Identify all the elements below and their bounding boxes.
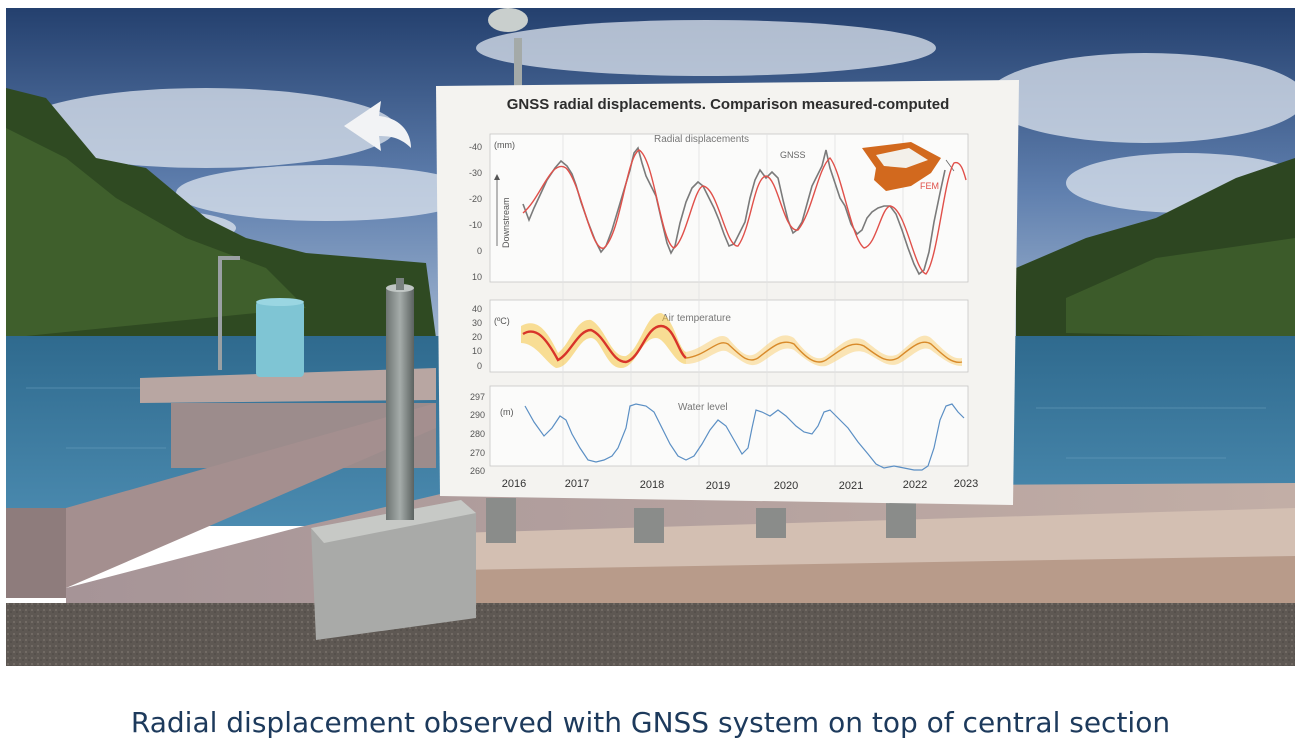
- disp-tick: -30: [469, 168, 482, 178]
- gravel-ground: [6, 603, 1295, 666]
- disp-tick: -20: [469, 194, 482, 204]
- water-unit: (m): [500, 407, 514, 417]
- dam-crest-walkway: [6, 403, 1295, 638]
- display-board: GNSS radial displacements. Comparison me…: [436, 80, 1019, 505]
- dam-model-icon: [862, 142, 955, 191]
- temperature-band-recent: [686, 335, 962, 367]
- x-tick: 2016: [502, 478, 526, 490]
- gnss-antenna-pole: [311, 278, 476, 640]
- water-tick: 260: [470, 466, 485, 476]
- x-tick: 2023: [954, 478, 978, 490]
- fem-series: [522, 149, 967, 275]
- disp-tick: -40: [469, 142, 482, 152]
- water-level-series: [524, 403, 965, 471]
- displacement-unit: (mm): [494, 140, 515, 150]
- disp-tick: 10: [472, 272, 482, 282]
- board-title: GNSS radial displacements. Comparison me…: [507, 96, 950, 113]
- disp-tick: -10: [469, 220, 482, 230]
- water-tick: 290: [470, 410, 485, 420]
- figure-caption: Radial displacement observed with GNSS s…: [130, 706, 1171, 739]
- lamp-post: [218, 260, 222, 370]
- board-supports: [486, 498, 916, 543]
- temp-tick: 40: [472, 304, 482, 314]
- displacement-panel-title: Radial displacements: [654, 134, 749, 145]
- x-axis-ticks: 2016 2017 2018 2019 2020 2021 2022 2023: [502, 478, 978, 492]
- water-tick: 280: [470, 429, 485, 439]
- temperature-series: [522, 324, 687, 364]
- back-arrow-icon[interactable]: [344, 101, 411, 151]
- temperature-unit: (ºC): [494, 316, 510, 326]
- x-tick: 2021: [839, 480, 863, 492]
- x-tick: 2017: [565, 478, 589, 490]
- water-tick: 270: [470, 448, 485, 458]
- water-tick: 297: [470, 392, 485, 402]
- x-tick: 2020: [774, 480, 798, 492]
- temp-tick: 30: [472, 318, 482, 328]
- water-y-ticks: 297 290 280 270 260: [470, 392, 485, 476]
- legend-fem: FEM: [920, 181, 939, 191]
- displacement-y-ticks: -40 -30 -20 -10 0 10: [469, 142, 482, 282]
- x-tick: 2019: [706, 480, 730, 492]
- temperature-panel-title: Air temperature: [662, 313, 731, 324]
- temperature-y-ticks: 40 30 20 10 0: [472, 304, 482, 371]
- water-panel-title: Water level: [678, 402, 728, 413]
- downstream-label: Downstream: [501, 197, 511, 248]
- disp-tick: 0: [477, 246, 482, 256]
- legend-gnss: GNSS: [780, 150, 806, 160]
- x-tick: 2018: [640, 479, 664, 491]
- street-lamp: [488, 8, 528, 98]
- vr-dam-scene: GNSS radial displacements. Comparison me…: [6, 8, 1295, 666]
- temperature-series-recent: [685, 341, 963, 363]
- forest-right: [1016, 158, 1295, 368]
- temp-tick: 0: [477, 361, 482, 371]
- gnss-series: [522, 146, 946, 276]
- temp-tick: 10: [472, 346, 482, 356]
- x-tick: 2022: [903, 479, 927, 491]
- water-panel: [489, 385, 969, 467]
- temp-tick: 20: [472, 332, 482, 342]
